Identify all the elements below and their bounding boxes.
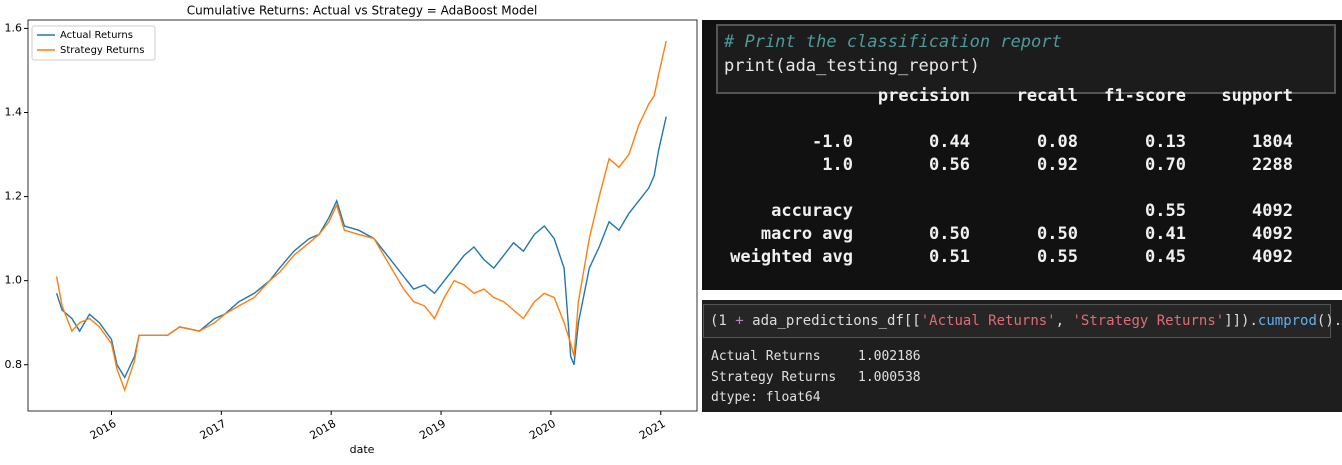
x-tick-label: 2016	[88, 417, 119, 442]
report-header: support	[1221, 86, 1293, 106]
y-tick-label: 1.0	[5, 274, 23, 287]
chart-title: Cumulative Returns: Actual vs Strategy =…	[187, 4, 538, 18]
report-cell: 0.41	[1145, 224, 1186, 244]
report-cell: 0.55	[1145, 201, 1186, 221]
x-tick-label: 2017	[198, 417, 229, 442]
report-row-label: weighted avg	[730, 247, 853, 267]
plot-frame	[27, 19, 698, 412]
y-tick-label: 1.6	[5, 21, 23, 34]
code-token: ,	[1055, 313, 1073, 329]
code-token: ]]).	[1224, 313, 1258, 329]
code-token: +	[735, 313, 744, 329]
report-cell: 0.70	[1145, 155, 1186, 175]
report-row-label: accuracy	[771, 201, 853, 221]
y-tick-label: 0.8	[5, 358, 23, 371]
report-cell: 0.51	[929, 247, 970, 267]
report-header: f1-score	[1104, 86, 1186, 106]
report-row-label: macro avg	[760, 224, 853, 244]
report-cell: 0.13	[1145, 132, 1186, 152]
x-axis-label: date	[350, 443, 375, 456]
code-line: print(ada_testing_report)	[724, 56, 980, 76]
report-cell: 0.50	[929, 224, 970, 244]
report-cell: 4092	[1252, 247, 1293, 267]
code-token: ada_predictions_df[[	[743, 313, 921, 329]
report-cell: 4092	[1252, 224, 1293, 244]
output-label: Strategy Returns	[711, 370, 837, 385]
report-cell: 1804	[1252, 132, 1293, 152]
report-cell: 2288	[1252, 155, 1293, 175]
report-header: recall	[1016, 86, 1078, 106]
legend-label: Actual Returns	[60, 30, 133, 41]
series-line	[55, 40, 667, 393]
report-cell: 4092	[1252, 201, 1293, 221]
report-output: precision recall f1-score support -1.0 0.44 0.…	[702, 20, 1342, 290]
code-token: ().	[1316, 313, 1342, 329]
y-tick-label: 1.2	[5, 190, 23, 203]
code-cell: # Print the classification report print(…	[702, 20, 1342, 290]
report-cell: 0.44	[929, 132, 970, 152]
code-token: 'Strategy Returns'	[1072, 313, 1225, 329]
output-dtype: dtype: float64	[711, 390, 821, 405]
report-cell: 0.45	[1145, 247, 1186, 267]
output-value: 1.000538	[858, 370, 921, 385]
code-comment: # Print the classification report	[724, 32, 1062, 52]
legend-label: Strategy Returns	[60, 45, 144, 56]
x-tick-label: 2020	[527, 417, 558, 442]
code-input[interactable]: # Print the classification report print(…	[716, 24, 1336, 94]
code-token: 'Actual Returns'	[920, 313, 1056, 329]
code-cell: (1 + ada_predictions_df[['Actual Returns…	[702, 300, 1342, 412]
report-cell: 0.56	[929, 155, 970, 175]
report-cell: 0.55	[1037, 247, 1078, 267]
legend-box	[31, 25, 156, 61]
report-cell: 0.50	[1037, 224, 1078, 244]
x-tick-label: 2019	[417, 417, 448, 442]
y-tick-label: 1.4	[5, 105, 23, 118]
x-tick-label: 2021	[637, 417, 668, 442]
output-label: Actual Returns	[711, 349, 821, 364]
code-token: (1	[710, 313, 736, 329]
code-input[interactable]: (1 + ada_predictions_df[['Actual Returns…	[703, 304, 1342, 338]
report-cell: 0.08	[1037, 132, 1078, 152]
report-row-label: 1.0	[822, 155, 853, 175]
report-header: precision	[877, 86, 970, 106]
code-line: (1 + ada_predictions_df[['Actual Returns…	[710, 313, 1342, 329]
x-tick-label: 2018	[307, 417, 338, 442]
output-value: 1.002186	[858, 349, 921, 364]
code-token: cumprod	[1257, 313, 1317, 329]
chart: Cumulative Returns: Actual vs Strategy =…	[5, 4, 698, 456]
report-cell: 0.92	[1037, 155, 1078, 175]
report-row-label: -1.0	[812, 132, 853, 152]
